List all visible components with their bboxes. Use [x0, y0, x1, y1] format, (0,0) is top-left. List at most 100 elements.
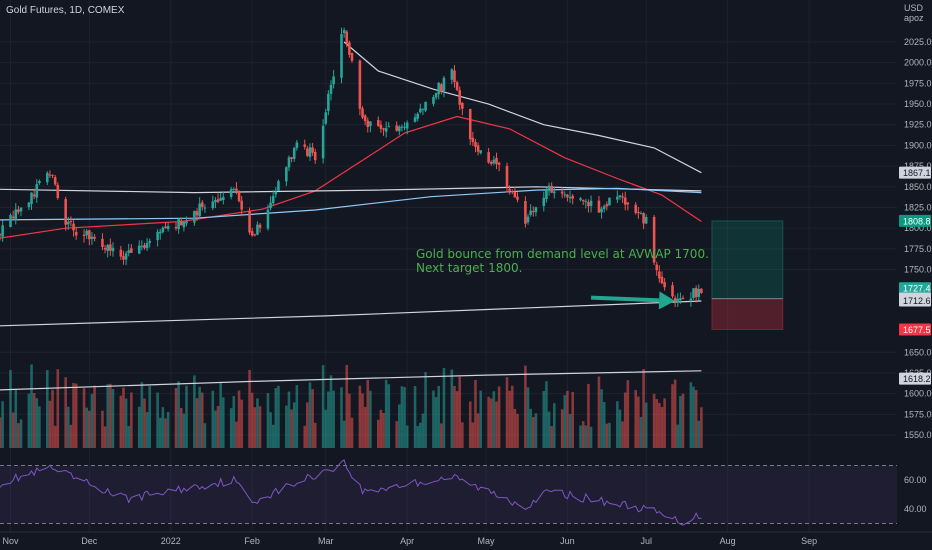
volume-bar-9	[32, 393, 36, 448]
volume-bar-105	[384, 379, 388, 448]
volume-bar-43	[158, 417, 162, 448]
volume-bar-10	[35, 398, 39, 448]
candle-body-79	[290, 157, 293, 159]
candle-body-165	[605, 204, 609, 207]
volume-bar-153	[563, 395, 567, 448]
volume-bar-143	[526, 387, 530, 448]
arrow-shaft	[590, 295, 660, 303]
user-label: apoz	[904, 13, 924, 23]
price-pill-label-1867.1: 1867.1	[903, 168, 931, 178]
candle-body-37	[137, 245, 141, 254]
candle-body-75	[274, 191, 278, 195]
candle-body-48	[177, 219, 180, 230]
candle-body-3	[11, 216, 15, 219]
volume-bar-112	[413, 385, 417, 448]
candle-body-170	[623, 197, 627, 205]
candle-body-117	[432, 97, 435, 104]
volume-bar-154	[566, 390, 569, 448]
candle-body-50	[182, 221, 186, 228]
candle-body-59	[216, 199, 220, 202]
volume-bar-55	[200, 392, 204, 448]
volume-bar-54	[198, 386, 201, 448]
candle-body-15	[53, 177, 57, 185]
candle-body-126	[461, 102, 464, 109]
volume-bar-31	[111, 389, 115, 448]
candle-body-136	[497, 162, 501, 165]
time-tick-Feb: Feb	[244, 536, 260, 546]
price-pill-label-1677.5: 1677.5	[903, 325, 931, 335]
volume-bar-75	[274, 388, 278, 448]
volume-bar-160	[587, 383, 590, 448]
volume-bar-45	[164, 418, 167, 448]
volume-bar-118	[434, 397, 438, 448]
candle-body-150	[550, 185, 553, 193]
time-axis[interactable]: Nov Dec 2022 Feb Mar Apr May Jun Jul Aug Sep	[0, 531, 932, 546]
candle-body-148	[545, 189, 548, 199]
candle-body-88	[324, 112, 328, 124]
candle-body-34	[124, 253, 128, 260]
candle-body-56	[203, 207, 207, 209]
candle-body-182	[671, 285, 674, 297]
volume-bar-103	[379, 409, 383, 448]
volume-bar-126	[461, 422, 464, 448]
candle-body-21	[74, 231, 78, 236]
candle-body-22	[82, 234, 86, 236]
candle-body-38	[140, 246, 144, 248]
candle-body-18	[67, 221, 70, 225]
candle-body-43	[158, 231, 162, 234]
volume-ma-line	[0, 370, 702, 391]
volume-bar-187	[689, 382, 693, 448]
candle-body-162	[597, 200, 601, 213]
candle-body-104	[382, 128, 385, 130]
price-pill-1808.8	[899, 214, 931, 227]
candle-body-9	[32, 194, 36, 197]
volume-bar-182	[671, 384, 674, 448]
candle-body-178	[655, 264, 659, 271]
annotation-line-2: Next target 1800.	[416, 261, 522, 275]
candle-body-69	[253, 234, 257, 236]
candle-body-129	[474, 141, 477, 147]
volume-bar-92	[340, 387, 343, 448]
candle-body-173	[637, 211, 640, 213]
volume-bar-133	[489, 398, 493, 448]
time-tick-Sep: Sep	[801, 536, 817, 546]
candle-body-45	[164, 226, 167, 229]
candle-body-142	[524, 201, 527, 224]
volume-bar-138	[508, 390, 511, 448]
volume-bar-24	[88, 410, 91, 448]
candle-body-7	[27, 202, 31, 208]
volume-bar-2	[9, 370, 12, 448]
volume-bar-119	[437, 385, 440, 448]
volume-bar-28	[103, 426, 107, 448]
price-tick-1775: 1775.0	[904, 244, 932, 254]
volume-bar-80	[292, 402, 296, 448]
candle-body-179	[658, 271, 661, 279]
volume-bar-177	[652, 393, 656, 448]
volume-bar-180	[660, 406, 664, 448]
price-tick-1750: 1750.0	[904, 265, 932, 275]
volume-bar-52	[193, 375, 196, 448]
volume-bar-104	[382, 412, 385, 448]
volume-bar-172	[634, 390, 638, 448]
candle-body-11	[38, 181, 41, 184]
candle-body-64	[235, 188, 238, 191]
candle-body-36	[130, 248, 133, 253]
price-axis[interactable]: USD apoz 2025.0 2000.0 1975.0 1950.0 1925.0 1…	[897, 0, 932, 532]
candle-body-78	[287, 157, 291, 168]
volume-bar-79	[290, 409, 293, 448]
candle-body-109	[400, 126, 404, 128]
volume-bar-3	[11, 412, 15, 448]
long-position-tool[interactable]	[711, 220, 784, 331]
volume-bar-146	[534, 413, 538, 448]
candle-body-171	[626, 202, 630, 205]
candle-body-19	[69, 221, 73, 223]
candle-body-181	[663, 282, 666, 288]
volume-bar-122	[450, 369, 454, 448]
candle-body-157	[579, 198, 582, 201]
candle-body-97	[358, 60, 362, 109]
volume-bar-152	[560, 409, 564, 448]
candle-body-151	[553, 191, 556, 194]
candle-body-61	[222, 197, 225, 201]
price-candles[interactable]	[0, 27, 703, 308]
